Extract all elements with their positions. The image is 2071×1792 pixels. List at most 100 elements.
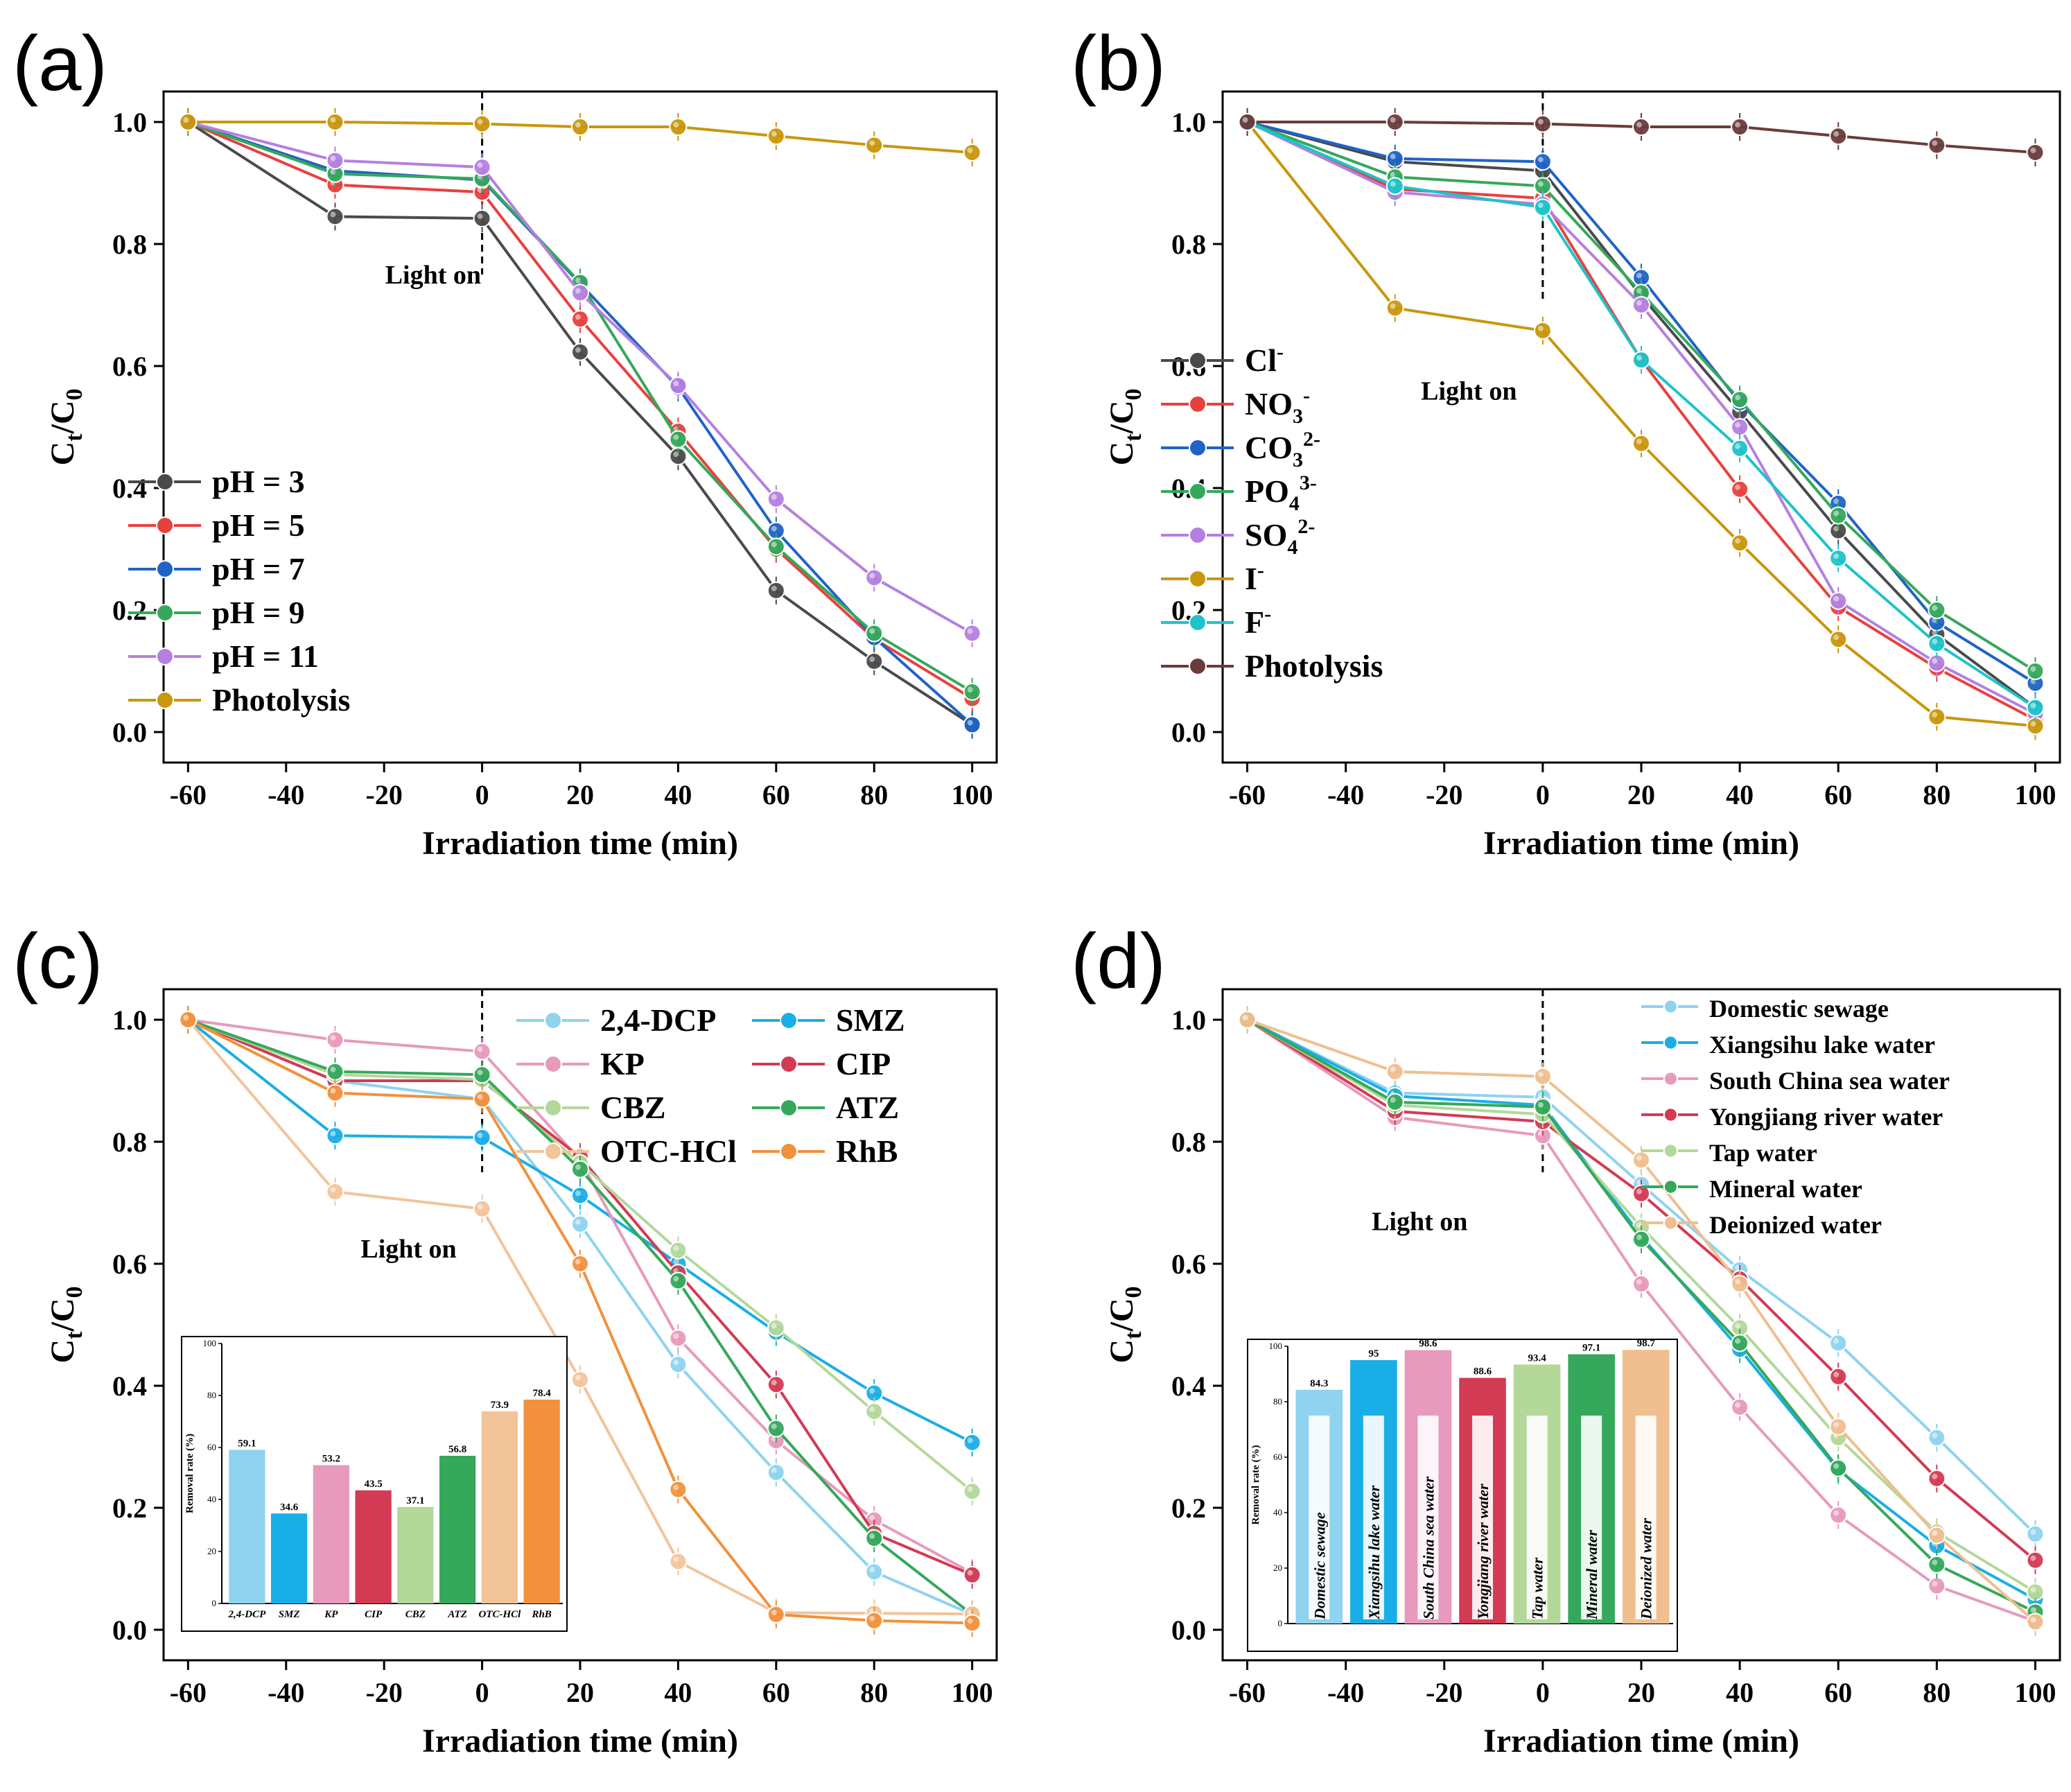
y-axis-title-part: t bbox=[62, 433, 87, 442]
legend: pH = 3 pH = 5 pH = 7 pH = 9 pH = 11 Photolysi… bbox=[128, 464, 350, 717]
x-tick-label: -20 bbox=[366, 1677, 403, 1708]
data-point-highlight bbox=[771, 525, 777, 532]
legend-label-sup: 3- bbox=[1300, 471, 1317, 494]
data-point bbox=[1928, 1576, 1946, 1595]
data-point bbox=[767, 1319, 785, 1337]
y-axis-title-part: t bbox=[62, 1331, 87, 1339]
data-point-highlight bbox=[673, 1245, 679, 1251]
legend-swatch-marker bbox=[1189, 526, 1207, 544]
data-point-highlight bbox=[477, 1094, 483, 1100]
legend-item: RhB bbox=[752, 1133, 898, 1169]
legend-item: Cl- bbox=[1161, 340, 1284, 378]
data-point bbox=[669, 430, 688, 449]
data-point-highlight bbox=[1390, 303, 1396, 309]
data-point bbox=[669, 1355, 688, 1374]
x-tick-label: 80 bbox=[1923, 1677, 1950, 1708]
legend-item: pH = 3 bbox=[128, 464, 305, 499]
x-tick-label: 100 bbox=[2014, 779, 2056, 810]
panel-label: (c) bbox=[12, 918, 103, 1004]
y-tick-label: 0.8 bbox=[1171, 229, 1206, 260]
series-line bbox=[187, 121, 973, 635]
y-axis-title-main: C bbox=[44, 1339, 81, 1364]
data-point-highlight bbox=[1537, 157, 1544, 163]
data-point bbox=[1533, 1097, 1552, 1116]
legend-label-sub: 3 bbox=[1293, 405, 1303, 428]
legend-swatch-marker bbox=[780, 1055, 798, 1073]
x-tick-label: -60 bbox=[1229, 779, 1266, 810]
data-point-highlight bbox=[1636, 122, 1642, 128]
x-tick-label: -20 bbox=[1426, 779, 1462, 810]
data-point-highlight bbox=[1636, 1188, 1642, 1194]
data-point-highlight bbox=[1833, 1338, 1840, 1344]
series-i bbox=[1238, 108, 2045, 740]
data-point bbox=[2026, 1612, 2045, 1631]
data-point bbox=[1829, 1367, 1848, 1386]
data-point bbox=[1829, 1459, 1848, 1477]
data-point-highlight bbox=[1242, 1015, 1248, 1020]
inset-bar-value: 93.4 bbox=[1528, 1352, 1546, 1364]
data-point-highlight bbox=[1833, 510, 1840, 516]
legend-swatch-marker bbox=[1663, 1179, 1678, 1194]
legend-label-text: PO bbox=[1245, 473, 1289, 509]
legend-swatch-marker bbox=[1189, 570, 1207, 588]
legend-swatch-marker bbox=[780, 1099, 798, 1117]
legend-item: ATZ bbox=[752, 1090, 899, 1125]
legend-label: Domestic sewage bbox=[1709, 995, 1889, 1023]
data-point-highlight bbox=[1390, 1097, 1396, 1103]
x-tick-label: 0 bbox=[475, 1677, 489, 1708]
series-line bbox=[187, 1018, 973, 1616]
inset-bar bbox=[313, 1465, 349, 1603]
data-point bbox=[1238, 1011, 1257, 1029]
x-tick-label: 60 bbox=[1824, 779, 1852, 810]
data-point bbox=[1928, 601, 1946, 619]
data-point-highlight bbox=[575, 347, 581, 353]
legend-item: CO32- bbox=[1161, 428, 1320, 471]
inset-category-label: Yongjiang river water bbox=[1474, 1484, 1492, 1619]
data-point bbox=[1386, 113, 1404, 131]
data-point bbox=[1928, 708, 1946, 726]
series-line bbox=[1246, 1018, 2036, 1614]
legend-item: KP bbox=[516, 1046, 645, 1081]
y-tick-label: 0.0 bbox=[112, 1615, 147, 1646]
data-point-highlight bbox=[1735, 484, 1741, 490]
data-point-highlight bbox=[771, 1610, 777, 1615]
x-axis-title: Irradiation time (min) bbox=[422, 825, 738, 862]
y-tick-label: 0.4 bbox=[112, 473, 147, 504]
data-point-highlight bbox=[1390, 181, 1396, 187]
data-point bbox=[473, 209, 491, 228]
data-point bbox=[326, 1062, 344, 1081]
inset-category-label: Domestic sewage bbox=[1311, 1512, 1328, 1620]
data-point bbox=[767, 127, 785, 146]
data-point-highlight bbox=[1833, 1510, 1840, 1516]
data-point bbox=[767, 581, 785, 600]
legend-item: Yongjiang river water bbox=[1641, 1103, 1943, 1131]
legend-item: I- bbox=[1161, 559, 1264, 596]
inset-bar-value: 59.1 bbox=[238, 1438, 256, 1449]
data-point bbox=[473, 1128, 491, 1147]
data-point-highlight bbox=[1932, 1530, 1938, 1536]
data-point bbox=[767, 1463, 785, 1481]
data-point-highlight bbox=[1537, 119, 1544, 125]
data-point-highlight bbox=[869, 1515, 875, 1521]
inset-bar bbox=[355, 1490, 392, 1603]
legend-item: NO3- bbox=[1161, 384, 1310, 428]
data-point bbox=[1731, 418, 1749, 436]
data-point bbox=[326, 1084, 344, 1102]
data-point bbox=[1533, 153, 1552, 171]
legend-swatch-marker bbox=[544, 1011, 562, 1029]
legend-label-sub: 4 bbox=[1289, 492, 1300, 515]
x-tick-label: -60 bbox=[1229, 1677, 1266, 1708]
y-axis-title: Ct/C0 bbox=[1103, 389, 1146, 466]
legend: Cl-NO3-CO32-PO43-SO42-I-F-Photolysis bbox=[1161, 340, 1383, 684]
x-tick-label: -60 bbox=[170, 1677, 207, 1708]
data-point bbox=[1928, 1526, 1946, 1545]
data-point-highlight bbox=[771, 1323, 777, 1329]
legend-label-text: Mineral water bbox=[1709, 1175, 1862, 1203]
legend-label-sub: 3 bbox=[1293, 449, 1303, 471]
data-point bbox=[1386, 1093, 1404, 1111]
data-point-highlight bbox=[1537, 1071, 1544, 1077]
legend-item: Xiangsihu lake water bbox=[1641, 1031, 1935, 1059]
inset-bar-value: 84.3 bbox=[1310, 1378, 1328, 1389]
inset-bar-value: 98.6 bbox=[1419, 1339, 1438, 1350]
data-point-highlight bbox=[1735, 538, 1741, 544]
